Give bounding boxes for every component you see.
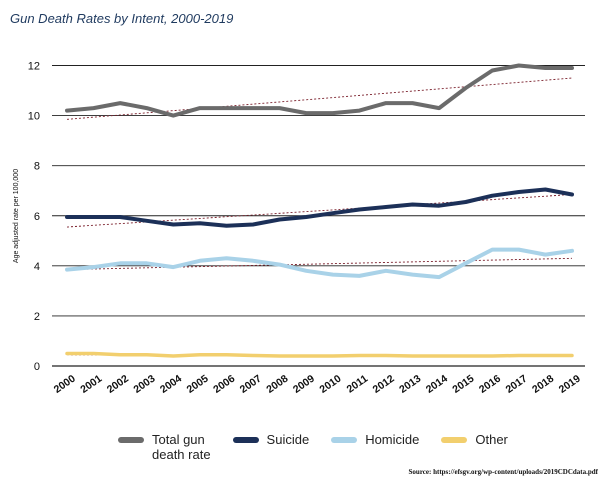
x-tick-label: 2016: [477, 373, 503, 396]
x-tick-label: 2001: [78, 373, 104, 396]
x-tick-label: 2007: [238, 373, 264, 396]
chart-legend: Total gun death rate Suicide Homicide Other: [118, 432, 530, 462]
x-tick-label: 2003: [131, 373, 157, 396]
x-tick-label: 2013: [397, 373, 423, 396]
chart-title: Gun Death Rates by Intent, 2000-2019: [10, 11, 234, 26]
legend-swatch: [118, 437, 144, 443]
x-tick-label: 2014: [424, 373, 450, 396]
x-tick-label: 2018: [530, 373, 556, 396]
y-axis-label: Age adjusted rate per 100,000: [13, 169, 20, 263]
y-tick-label: 6: [34, 211, 40, 223]
x-tick-label: 2011: [345, 373, 371, 396]
series-3: [65, 351, 574, 358]
series-1: [65, 187, 574, 228]
y-tick-label: 0: [34, 361, 40, 373]
legend-label: Total gun death rate: [152, 432, 211, 462]
series-line-1: [65, 187, 574, 228]
x-tick-label: 2010: [317, 373, 343, 396]
series-line-0: [65, 63, 574, 118]
legend-item-0: Total gun death rate: [118, 432, 211, 462]
legend-swatch: [331, 437, 358, 443]
legend-label: Homicide: [365, 432, 420, 447]
legend-swatch: [232, 437, 259, 443]
y-tick-label: 12: [28, 61, 40, 73]
x-tick-label: 2015: [450, 373, 476, 396]
x-tick-label: 2005: [185, 373, 211, 396]
legend-swatch: [441, 437, 468, 443]
legend-item-2: Homicide: [331, 432, 419, 447]
legend-label: Other: [475, 432, 508, 447]
source-note: Source: https://efsgv.org/wp-content/upl…: [408, 468, 598, 476]
x-tick-label: 2004: [158, 373, 184, 396]
y-tick-label: 2: [34, 311, 40, 323]
x-tick-label: 2006: [211, 373, 237, 396]
legend-item-1: Suicide: [232, 432, 310, 447]
legend-item-3: Other: [441, 432, 508, 447]
x-tick-label: 2017: [504, 373, 530, 396]
x-tick-label: 2000: [52, 373, 78, 396]
x-tick-label: 2002: [105, 373, 131, 396]
trendline-0: [66, 77, 573, 120]
x-tick-label: 2009: [291, 373, 317, 396]
series-line-2: [65, 247, 574, 280]
series-0: [65, 63, 574, 118]
trendline-2: [66, 257, 573, 271]
x-tick-label: 2012: [371, 373, 397, 396]
y-tick-label: 8: [34, 161, 40, 173]
legend-label: Suicide: [266, 432, 310, 447]
x-tick-label: 2008: [264, 373, 290, 396]
series-2: [65, 247, 574, 280]
series-line-3: [65, 351, 574, 358]
y-tick-label: 4: [34, 261, 40, 273]
y-tick-label: 10: [28, 111, 40, 123]
x-tick-label: 2019: [557, 373, 583, 396]
